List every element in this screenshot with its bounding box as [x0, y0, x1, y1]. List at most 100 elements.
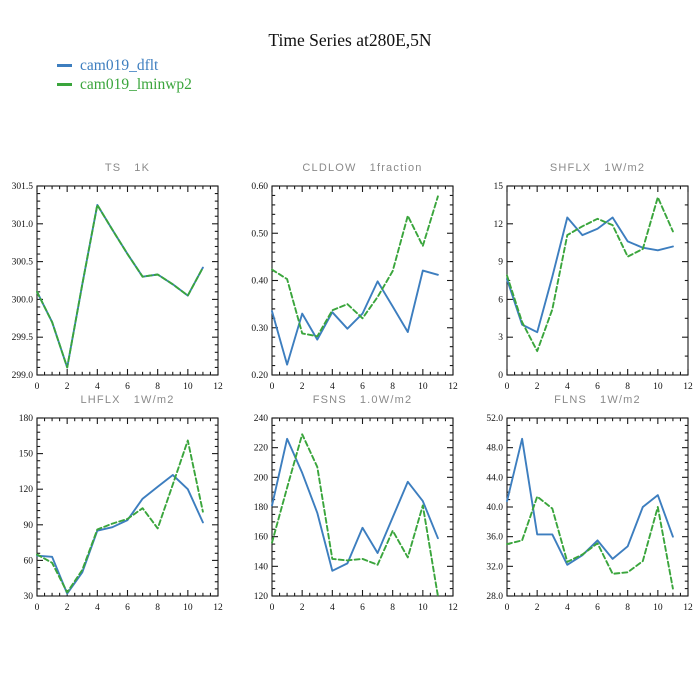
x-tick-label: 12: [683, 603, 693, 613]
x-tick-label: 4: [330, 603, 335, 613]
y-tick-label: 299.5: [12, 333, 34, 343]
x-tick-label: 0: [270, 382, 275, 392]
y-tick-label: 36.0: [486, 533, 503, 543]
x-tick-label: 6: [125, 382, 130, 392]
y-tick-label: 60: [24, 556, 34, 566]
x-tick-label: 4: [330, 382, 335, 392]
series-line-cam019_dflt: [271, 269, 439, 366]
series-line-cam019_lminwp2: [36, 203, 204, 369]
y-tick-label: 220: [254, 444, 269, 454]
subplot-title: SHFLX 1W/m2: [549, 162, 646, 174]
line-chart-flns: 0 2 4 6 8 10 12 28.0 32.0 36.0 40.0 44.0 48.0 52.0: [486, 414, 693, 613]
x-tick-label: 10: [653, 603, 663, 613]
y-tick-label: 0: [498, 371, 503, 381]
x-tick-label: 4: [565, 603, 570, 613]
y-tick-label: 32.0: [486, 562, 503, 572]
x-tick-label: 0: [505, 382, 510, 392]
series-line-cam019_lminwp2: [271, 195, 439, 338]
y-tick-label: 200: [254, 473, 269, 483]
y-tick-label: 180: [254, 503, 269, 513]
y-tick-label: 300.0: [12, 295, 34, 305]
x-tick-label: 4: [95, 603, 100, 613]
y-tick-label: 48.0: [486, 444, 503, 454]
y-tick-label: 15: [494, 182, 504, 192]
x-tick-label: 12: [448, 603, 458, 613]
x-tick-label: 0: [505, 603, 510, 613]
subplot-title: CLDLOW 1fraction: [302, 162, 423, 174]
x-tick-label: 6: [125, 603, 130, 613]
series-line-cam019_dflt: [506, 437, 674, 566]
x-tick-label: 8: [155, 382, 160, 392]
y-tick-label: 44.0: [486, 473, 503, 483]
y-tick-label: 6: [498, 295, 503, 305]
subplot-title: FSNS 1.0W/m2: [312, 394, 413, 406]
page-title: Time Series at280E,5N: [268, 30, 432, 50]
y-tick-label: 140: [254, 562, 269, 572]
x-tick-label: 12: [683, 382, 693, 392]
y-tick-label: 240: [254, 414, 269, 424]
x-tick-label: 2: [535, 382, 540, 392]
y-tick-label: 299.0: [12, 371, 34, 381]
x-tick-label: 2: [300, 603, 305, 613]
line-chart-fsns: 0 2 4 6 8 10 12 120 140 160 180 200 220 240: [254, 414, 458, 613]
y-tick-label: 120: [254, 592, 269, 602]
y-tick-label: 30: [24, 592, 34, 602]
x-tick-label: 10: [418, 382, 428, 392]
y-tick-label: 0.50: [251, 229, 268, 239]
y-tick-label: 40.0: [486, 503, 503, 513]
x-tick-label: 8: [155, 603, 160, 613]
y-tick-label: 150: [19, 450, 34, 460]
x-tick-label: 0: [270, 603, 275, 613]
x-tick-label: 12: [213, 382, 223, 392]
x-tick-label: 0: [35, 603, 40, 613]
x-tick-label: 6: [595, 382, 600, 392]
x-tick-label: 6: [595, 603, 600, 613]
x-tick-label: 2: [65, 382, 70, 392]
y-tick-label: 28.0: [486, 592, 503, 602]
x-tick-label: 10: [653, 382, 663, 392]
legend: cam019_dflt cam019_lminwp2: [57, 56, 192, 94]
y-tick-label: 0.30: [251, 324, 268, 334]
series-line-cam019_lminwp2: [271, 433, 439, 597]
subplot-title: FLNS 1W/m2: [554, 394, 641, 406]
y-tick-label: 301.0: [12, 220, 34, 230]
legend-label: cam019_lminwp2: [80, 75, 192, 93]
legend-label: cam019_dflt: [80, 56, 159, 74]
y-tick-label: 0.60: [251, 182, 268, 192]
y-tick-label: 120: [19, 485, 34, 495]
y-tick-label: 0.20: [251, 371, 268, 381]
line-chart-lhflx: 0 2 4 6 8 10 12 30 60 90 120 150 180: [19, 414, 223, 613]
series-line-cam019_dflt: [36, 474, 204, 595]
line-chart-shflx: 0 2 4 6 8 10 12 0 3 6 9 12 15: [494, 182, 694, 392]
x-tick-label: 10: [183, 382, 193, 392]
series-line-cam019_lminwp2: [506, 196, 674, 353]
x-tick-label: 6: [360, 382, 365, 392]
series-line-cam019_dflt: [506, 216, 674, 334]
subplot-title: LHFLX 1W/m2: [80, 394, 175, 406]
x-tick-label: 4: [565, 382, 570, 392]
series-line-cam019_dflt: [36, 203, 204, 369]
y-tick-label: 300.5: [12, 258, 34, 268]
y-tick-label: 12: [494, 220, 504, 230]
series-line-cam019_lminwp2: [506, 495, 674, 590]
x-tick-label: 2: [300, 382, 305, 392]
x-tick-label: 8: [390, 382, 395, 392]
y-tick-label: 9: [498, 258, 503, 268]
series-line-cam019_dflt: [271, 437, 439, 572]
x-tick-label: 6: [360, 603, 365, 613]
x-tick-label: 8: [625, 603, 630, 613]
y-tick-label: 180: [19, 414, 34, 424]
x-tick-label: 2: [65, 603, 70, 613]
legend-line-icon: [57, 83, 72, 86]
legend-item-lminwp2: cam019_lminwp2: [57, 75, 192, 94]
x-tick-label: 10: [418, 603, 428, 613]
subplot-title: TS 1K: [104, 162, 151, 174]
x-tick-label: 4: [95, 382, 100, 392]
y-tick-label: 160: [254, 533, 269, 543]
y-tick-label: 0.40: [251, 277, 268, 287]
x-tick-label: 8: [390, 603, 395, 613]
x-tick-label: 0: [35, 382, 40, 392]
legend-item-dflt: cam019_dflt: [57, 56, 192, 75]
y-tick-label: 52.0: [486, 414, 503, 424]
